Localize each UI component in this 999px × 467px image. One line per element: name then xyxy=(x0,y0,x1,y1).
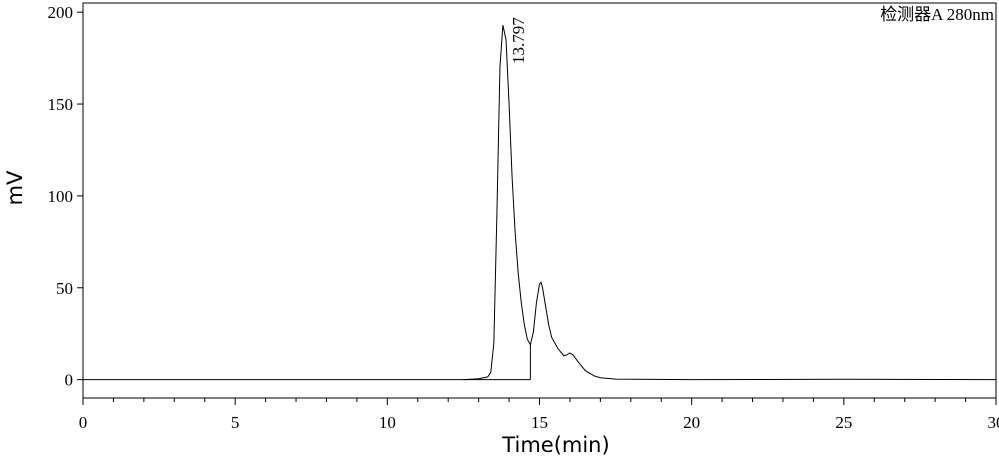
peak-label: 13.797 xyxy=(509,17,528,64)
y-tick-label: 150 xyxy=(48,95,74,114)
signal-line xyxy=(83,24,997,381)
y-tick-label: 200 xyxy=(48,3,74,22)
y-tick-label: 0 xyxy=(65,371,74,390)
x-axis-title: Time(min) xyxy=(501,433,609,457)
x-tick-label: 10 xyxy=(379,413,396,432)
x-tick-label: 0 xyxy=(79,413,88,432)
x-tick-label: 25 xyxy=(835,413,852,432)
x-tick-label: 15 xyxy=(531,413,548,432)
detector-label: 检测器A 280nm xyxy=(880,5,994,24)
plot-frame xyxy=(82,2,997,399)
x-tick-label: 20 xyxy=(683,413,700,432)
x-tick-label: 5 xyxy=(231,413,240,432)
x-tick-label: 30 xyxy=(988,413,999,432)
y-tick-label: 50 xyxy=(56,279,73,298)
y-axis-title: mV xyxy=(3,170,27,205)
y-tick-label: 100 xyxy=(48,187,74,206)
